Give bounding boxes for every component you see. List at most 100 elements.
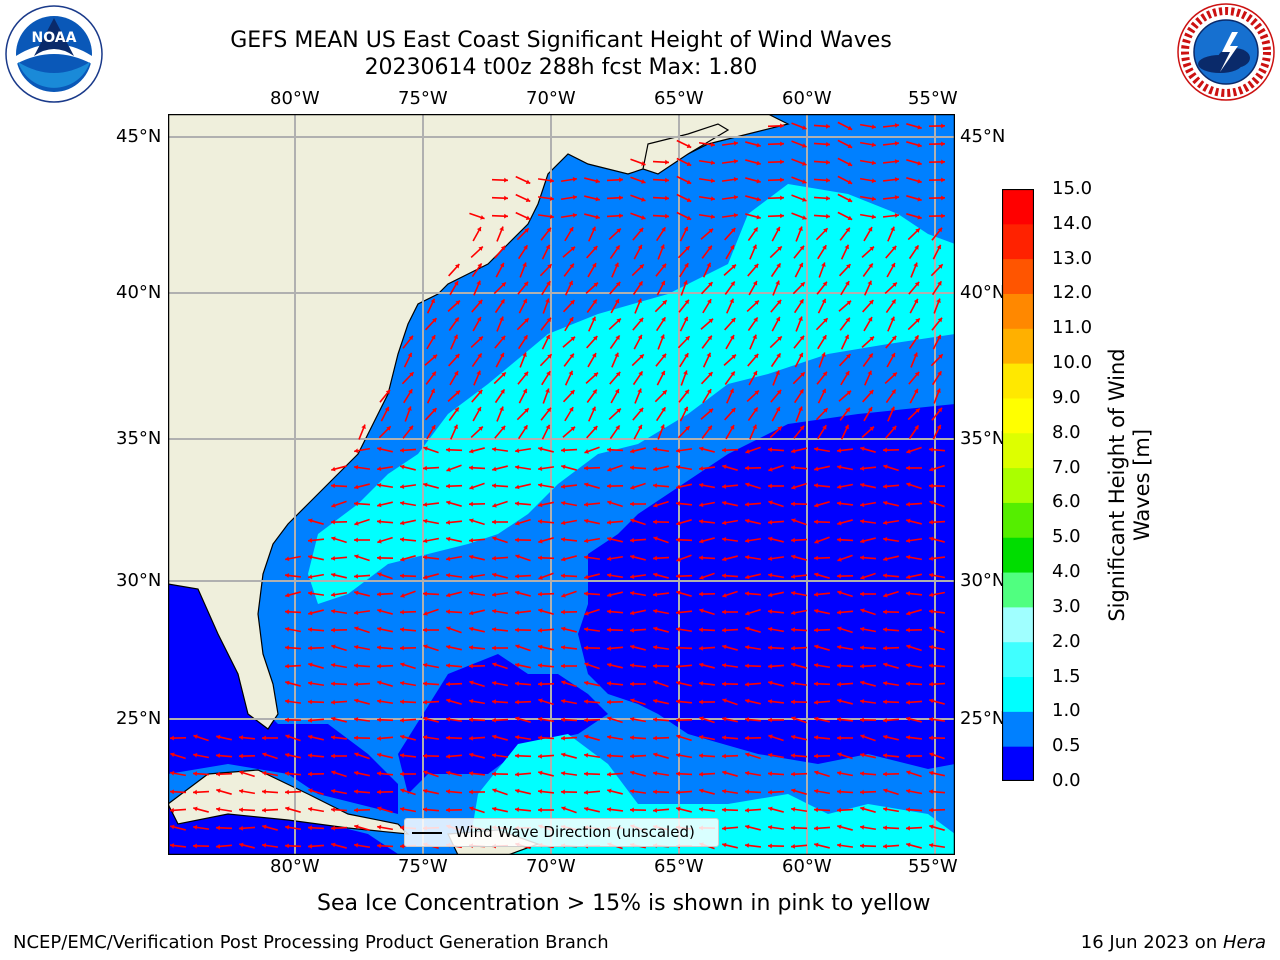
wind-arrow-head — [607, 467, 612, 472]
wind-arrow-head — [630, 698, 635, 703]
wind-arrow-head — [731, 318, 736, 323]
wind-arrow-head — [616, 408, 621, 413]
wind-arrow-head — [499, 352, 505, 358]
wind-arrow-head — [637, 388, 642, 394]
wind-arrow-head — [354, 610, 359, 615]
wind-arrow-head — [446, 716, 451, 722]
colorbar-tick: 2.0 — [1052, 630, 1081, 652]
wind-arrow-head — [768, 626, 773, 632]
wind-arrow-head — [593, 282, 598, 287]
wind-arrow-head — [871, 160, 876, 166]
wind-arrow-head — [941, 141, 945, 147]
wind-arrow-head — [814, 788, 819, 794]
wind-arrow-head — [722, 593, 727, 598]
wind-arrow-head — [791, 465, 796, 471]
wind-arrow-head — [400, 825, 404, 831]
wind-arrow-head — [524, 408, 529, 413]
wind-arrow-head — [308, 591, 313, 596]
wind-arrow-head — [538, 807, 542, 813]
wind-arrow-head — [791, 753, 796, 759]
wind-arrow-head — [869, 246, 874, 251]
wind-arrow-head — [615, 425, 620, 430]
wind-arrow-head — [331, 681, 335, 687]
wind-arrow-head — [826, 213, 830, 219]
wind-arrow-head — [661, 353, 667, 359]
wind-arrow-head — [753, 227, 758, 232]
wind-arrow-head — [308, 825, 312, 831]
wind-arrow-head — [860, 466, 865, 471]
wind-arrow-head — [891, 299, 896, 304]
wind-arrow-head — [561, 537, 566, 542]
wind-arrow-head — [708, 318, 714, 324]
wind-arrow-head — [686, 215, 692, 221]
wind-arrow-head — [936, 388, 941, 393]
wind-arrow-head — [515, 662, 520, 668]
wind-arrow-head — [361, 424, 366, 430]
wind-arrow-head — [262, 807, 266, 813]
wind-arrow-head — [665, 177, 669, 183]
wind-arrow-head — [308, 734, 313, 740]
wind-arrow-head — [308, 806, 313, 812]
wind-arrow-head — [538, 482, 543, 488]
wind-arrow-head — [546, 281, 551, 286]
wind-arrow-head — [708, 228, 714, 234]
wind-arrow-head — [446, 520, 451, 525]
wind-arrow-head — [515, 448, 520, 454]
wind-arrow-head — [917, 214, 922, 220]
colorbar-segment — [1002, 606, 1034, 643]
wind-arrow-head — [616, 318, 621, 323]
wind-arrow-head — [777, 426, 782, 431]
wind-arrow-head — [446, 536, 451, 542]
wind-arrow-head — [768, 609, 773, 614]
wind-arrow-head — [607, 734, 612, 740]
wind-arrow-head — [676, 590, 681, 596]
wind-arrow-head — [822, 425, 827, 430]
wind-arrow-head — [549, 196, 554, 201]
wind-arrow-head — [768, 519, 772, 525]
wind-arrow-head — [653, 807, 658, 813]
wind-arrow-head — [331, 536, 336, 542]
wind-arrow-head — [446, 467, 451, 472]
wind-arrow-head — [400, 500, 405, 506]
wind-arrow-head — [641, 161, 646, 166]
wind-arrow-head — [431, 335, 436, 340]
wind-arrow-head — [883, 753, 888, 758]
wind-arrow-head — [929, 466, 934, 472]
wind-arrow-head — [745, 610, 750, 616]
wind-arrow-head — [409, 372, 414, 377]
calm-region-caribbean — [168, 804, 398, 855]
wind-arrow-head — [262, 735, 266, 741]
wind-arrow-head — [407, 352, 413, 358]
wind-arrow-head — [615, 281, 621, 287]
wind-arrow-head — [906, 644, 911, 650]
wind-arrow-head — [476, 227, 482, 232]
wind-arrow-head — [676, 717, 680, 723]
wind-arrow-head — [515, 484, 520, 490]
lon-tick-bottom: 65°W — [654, 856, 704, 877]
wind-arrow-head — [584, 717, 588, 723]
wind-arrow-head — [285, 573, 290, 578]
wind-arrow-head — [814, 662, 819, 668]
wind-arrow-head — [653, 483, 658, 489]
wind-arrow-head — [710, 214, 715, 220]
wind-arrow-head — [478, 246, 483, 251]
wind-arrow-head — [308, 627, 313, 633]
wind-arrow-head — [791, 484, 796, 490]
wind-arrow-head — [492, 483, 496, 489]
wind-arrow-head — [454, 317, 459, 323]
wind-arrow-head — [676, 537, 680, 543]
wind-arrow-head — [638, 317, 644, 323]
wind-arrow-head — [775, 280, 780, 286]
wind-arrow-head — [775, 406, 781, 412]
wind-arrow-head — [546, 227, 551, 233]
wind-arrow-head — [915, 408, 920, 413]
wind-arrow-head — [285, 717, 289, 723]
wind-arrow-head — [525, 215, 531, 220]
wind-arrow-head — [906, 554, 911, 560]
wind-arrow-head — [768, 500, 773, 505]
wind-arrow-head — [595, 196, 600, 202]
wind-arrow-head — [894, 195, 899, 200]
wind-arrow-head — [592, 389, 597, 395]
wind-arrow-head — [522, 262, 527, 267]
wind-arrow-head — [775, 226, 781, 232]
